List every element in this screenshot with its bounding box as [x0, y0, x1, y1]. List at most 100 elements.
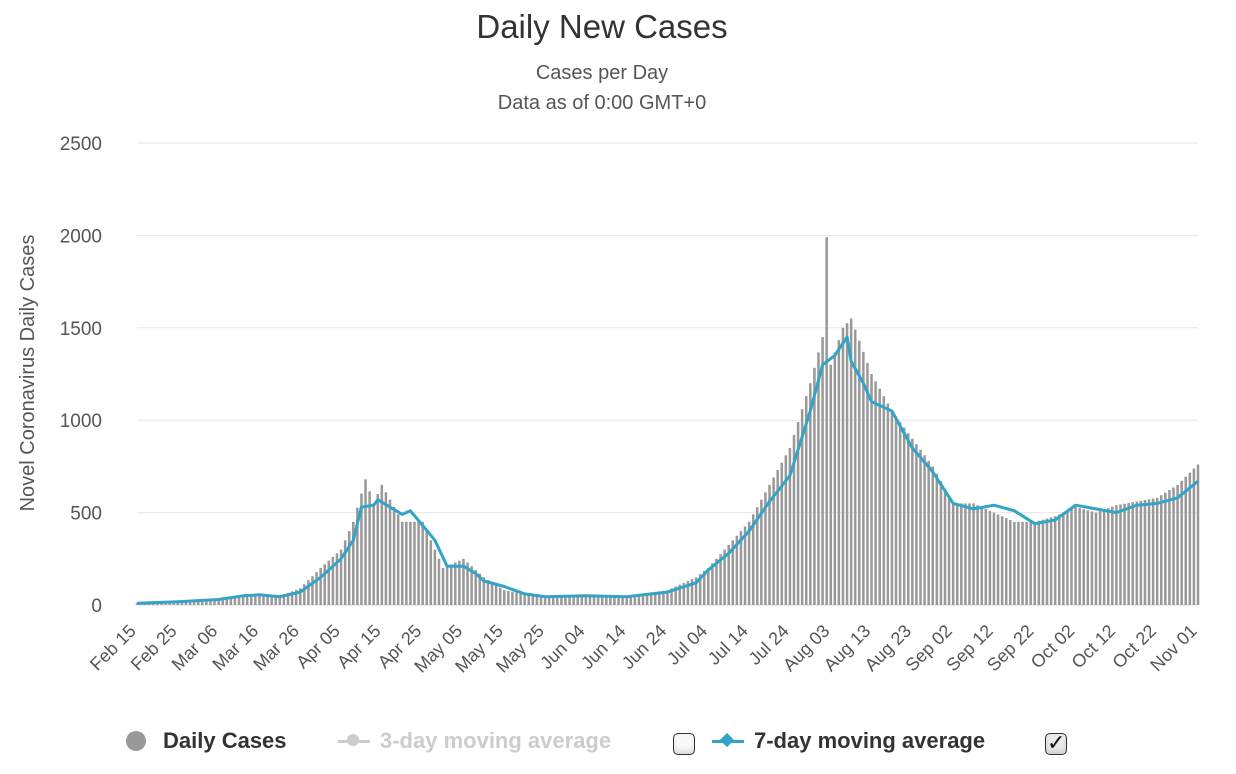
daily-bar — [1164, 492, 1167, 605]
daily-bar — [433, 549, 437, 605]
daily-bar — [621, 595, 624, 605]
daily-bar — [886, 403, 890, 605]
chart-title: Daily New Cases — [476, 8, 728, 45]
y-tick-label: 1500 — [60, 319, 102, 340]
daily-bar — [262, 595, 265, 605]
daily-bar — [719, 554, 722, 605]
legend-line-icon — [712, 732, 744, 747]
daily-bar — [1196, 464, 1200, 605]
daily-bar — [1115, 505, 1118, 605]
daily-bar — [600, 595, 604, 605]
gridlines — [137, 142, 1198, 606]
daily-bar — [727, 544, 730, 605]
legend-dot-icon — [126, 731, 146, 751]
daily-bar — [498, 587, 502, 605]
daily-bar — [1021, 521, 1024, 605]
daily-bar — [935, 473, 939, 605]
daily-bar — [1090, 511, 1094, 605]
daily-bar — [907, 433, 910, 605]
daily-bar — [396, 514, 400, 605]
daily-bar — [723, 549, 726, 605]
legend-item-daily-cases[interactable]: Daily Cases — [126, 724, 287, 758]
daily-bar — [213, 599, 216, 605]
daily-bar — [572, 595, 575, 605]
legend-item-7day-average[interactable]: 7-day moving average — [712, 724, 985, 758]
daily-bar — [1143, 500, 1147, 605]
daily-bar — [858, 340, 861, 605]
daily-bar — [780, 462, 784, 605]
daily-bar — [1098, 511, 1102, 605]
daily-bar — [254, 596, 257, 605]
y-tick-label: 2500 — [60, 134, 102, 155]
daily-bar — [539, 595, 543, 605]
daily-bar — [825, 237, 828, 606]
daily-bar — [429, 540, 433, 605]
daily-bar — [319, 568, 322, 605]
daily-bar — [788, 447, 792, 605]
daily-bar — [437, 558, 441, 605]
daily-bar — [711, 563, 714, 605]
daily-bar — [1033, 521, 1037, 605]
daily-bar — [184, 600, 188, 605]
daily-bar — [833, 352, 837, 605]
daily-bar — [682, 582, 686, 605]
daily-bar — [772, 477, 775, 605]
daily-bar — [674, 586, 677, 605]
daily-bar — [241, 597, 245, 605]
daily-bar — [478, 573, 482, 605]
daily-bar — [454, 562, 457, 605]
x-tick-label: Jun 04 — [536, 621, 588, 673]
daily-bar — [764, 492, 767, 605]
daily-bar — [976, 505, 979, 605]
daily-bar — [315, 572, 318, 605]
daily-bar — [1086, 510, 1090, 605]
daily-bar — [188, 600, 192, 605]
daily-bar — [592, 595, 596, 605]
daily-bar — [649, 592, 653, 605]
daily-bar — [1160, 495, 1163, 605]
daily-bar — [1074, 507, 1077, 605]
daily-bar — [343, 540, 347, 605]
legend-label-daily-cases: Daily Cases — [163, 728, 287, 753]
daily-bar — [853, 329, 857, 605]
daily-bar — [421, 521, 424, 605]
daily-bar — [625, 595, 628, 605]
daily-bar — [417, 521, 420, 605]
daily-bar — [613, 595, 616, 605]
y-axis-label: Novel Coronavirus Daily Cases — [17, 235, 39, 512]
daily-bar — [809, 383, 812, 605]
daily-bar — [201, 600, 204, 605]
daily-bar — [988, 510, 992, 605]
daily-bar — [474, 569, 477, 605]
daily-bar — [776, 470, 779, 605]
daily-bar — [702, 571, 706, 605]
daily-bar — [1135, 501, 1139, 605]
daily-bar — [715, 558, 718, 605]
avg3-toggle-checkbox[interactable] — [673, 733, 695, 755]
daily-bar — [1127, 502, 1130, 605]
daily-bar — [486, 579, 490, 605]
checkmark-icon: ✓ — [1047, 730, 1066, 755]
legend-label-3day-average: 3-day moving average — [380, 728, 612, 753]
daily-bar — [1131, 502, 1134, 605]
avg7-toggle-checkbox[interactable]: ✓ — [1045, 730, 1067, 755]
daily-bar — [596, 595, 600, 605]
daily-bar — [327, 560, 331, 605]
daily-bar — [245, 596, 249, 605]
daily-bar — [441, 568, 445, 605]
legend-item-3day-average[interactable]: 3-day moving average — [338, 724, 611, 758]
seven-day-average-line — [136, 335, 1199, 605]
daily-bar — [653, 591, 657, 605]
daily-bar — [205, 600, 208, 605]
daily-bar — [307, 580, 310, 605]
x-tick-label: Sep 22 — [983, 621, 1037, 675]
daily-bar — [356, 507, 359, 605]
daily-bar — [1168, 490, 1171, 605]
daily-bar — [1066, 510, 1069, 605]
x-tick-label: Jul 14 — [704, 621, 752, 669]
daily-bar — [1004, 518, 1008, 605]
daily-bar — [543, 595, 547, 605]
daily-bar — [217, 599, 220, 605]
daily-bar — [286, 592, 290, 605]
